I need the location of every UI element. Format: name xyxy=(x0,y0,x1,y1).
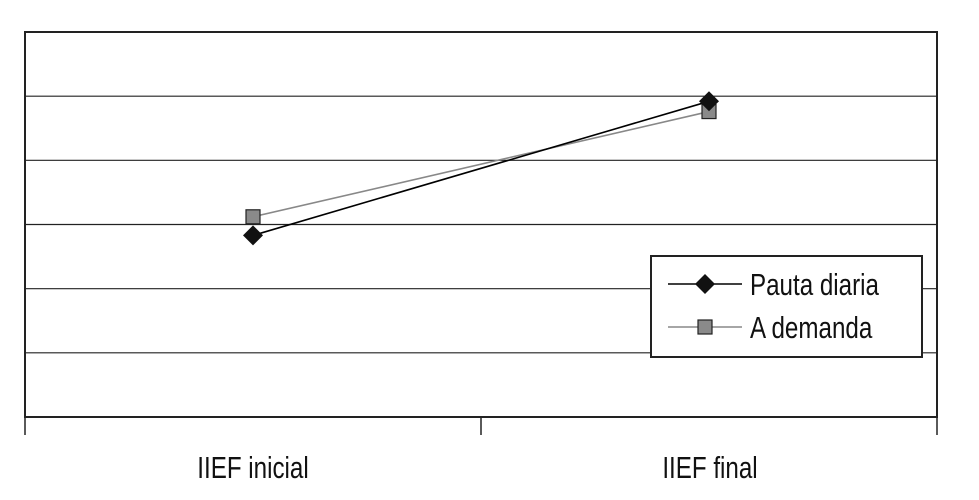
data-point-diamond xyxy=(699,91,719,112)
square-marker-icon xyxy=(697,319,713,335)
legend-item-pauta-diaria: Pauta diaria xyxy=(668,267,879,302)
legend-item-a-demanda: A demanda xyxy=(668,310,873,345)
x-axis-ticks xyxy=(24,417,938,435)
legend: Pauta diaria A demanda xyxy=(650,255,923,358)
x-tick-label: IIEF inicial xyxy=(197,450,308,485)
legend-box xyxy=(650,255,923,358)
diamond-marker-icon xyxy=(695,274,715,294)
data-point-square xyxy=(245,209,261,225)
x-tick-label: IIEF final xyxy=(662,450,757,485)
series-line xyxy=(252,100,710,237)
x-axis-labels: IIEF inicial IIEF final xyxy=(197,450,757,485)
series-layer xyxy=(243,91,719,246)
data-point-diamond xyxy=(243,225,263,246)
legend-label: A demanda xyxy=(750,310,873,345)
legend-label: Pauta diaria xyxy=(750,267,879,302)
series-line xyxy=(252,110,710,218)
